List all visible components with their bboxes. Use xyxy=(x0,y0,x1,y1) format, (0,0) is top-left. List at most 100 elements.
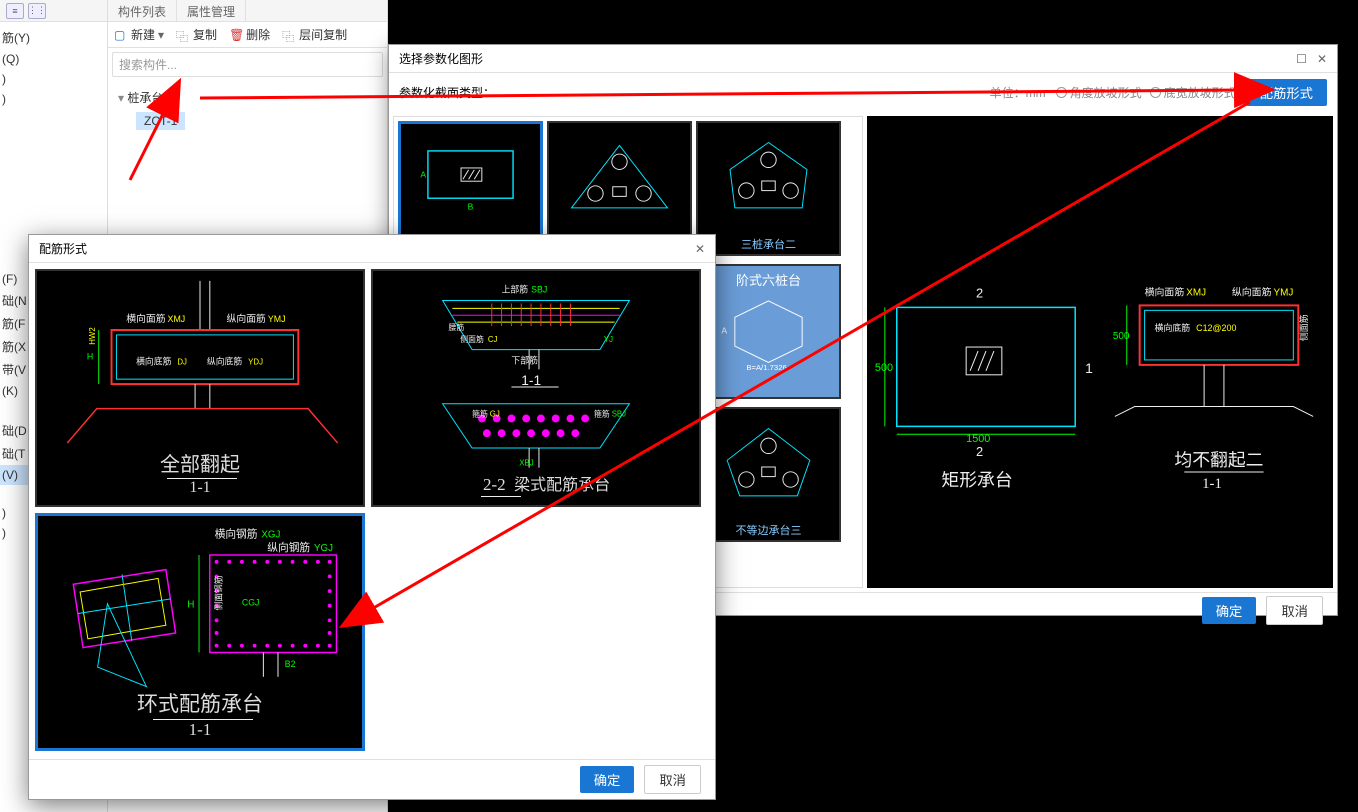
copy-button[interactable]: ⿻ 复制 xyxy=(176,26,217,43)
svg-text:2: 2 xyxy=(976,285,983,300)
svg-text:下部筋: 下部筋 xyxy=(511,354,538,365)
underline xyxy=(153,719,253,720)
preview-left-label: 矩形承台 xyxy=(941,470,1012,490)
svg-text:YMJ: YMJ xyxy=(268,314,286,324)
shape-label: 三桩承台二 xyxy=(698,236,839,252)
svg-text:SBJ: SBJ xyxy=(531,285,547,295)
svg-text:2: 2 xyxy=(976,444,983,459)
svg-text:B2: B2 xyxy=(285,659,296,669)
svg-text:XMJ: XMJ xyxy=(168,314,186,324)
svg-text:侧面钢筋: 侧面钢筋 xyxy=(212,575,223,610)
tab-property-manager[interactable]: 属性管理 xyxy=(177,0,246,21)
component-tabs: 构件列表 属性管理 xyxy=(108,0,387,22)
radio-icon xyxy=(1056,87,1067,98)
card-sub: 2-2 梁式配筋承台 xyxy=(483,471,610,495)
rebar-form-button[interactable]: 配筋形式 xyxy=(1246,79,1327,106)
preview-right-label: 均不翻起二 xyxy=(1174,450,1263,470)
svg-text:横向底筋: 横向底筋 xyxy=(1155,322,1191,333)
layer-copy-button[interactable]: ⿻ 层间复制 xyxy=(282,26,347,43)
new-button[interactable]: ▢ 新建 ▾ xyxy=(114,26,164,43)
underline xyxy=(167,478,237,479)
underline xyxy=(481,496,521,497)
radio-icon xyxy=(1150,87,1161,98)
svg-text:YMJ: YMJ xyxy=(1274,287,1294,298)
svg-text:横向面筋: 横向面筋 xyxy=(1145,285,1185,298)
delete-button[interactable]: 🗑 删除 xyxy=(229,26,270,43)
svg-text:YJ: YJ xyxy=(604,335,613,344)
view-mode-toolbar: ≡ ⋮⋮ xyxy=(0,0,107,22)
radio-label: 角度放坡形式 xyxy=(1070,84,1142,101)
card-label: 全部翻起 xyxy=(37,448,363,477)
svg-text:YDJ: YDJ xyxy=(248,357,263,366)
rebar-card-all-flip[interactable]: 横向面筋XMJ 纵向面筋YMJ 横向底筋DJ 纵向底筋YDJ H HW2 全部翻… xyxy=(35,269,365,507)
shape-thumb-hex6[interactable]: 阶式六桩台 A B=A/1.7326 xyxy=(696,264,841,399)
svg-text:腰筋: 腰筋 xyxy=(448,322,464,332)
rebar-card-ring[interactable]: 横向钢筋XGJ 纵向钢筋 YGJ 侧面钢筋 CGJ H xyxy=(35,513,365,751)
svg-text:1-1: 1-1 xyxy=(521,373,541,388)
svg-text:H: H xyxy=(187,600,194,611)
expand-icon: ▾ xyxy=(118,91,127,105)
rebar-card-beam[interactable]: 上部筋SBJ 腰筋YJ 侧面筋CJ 下部筋 1-1 箍 xyxy=(371,269,701,507)
cancel-button[interactable]: 取消 xyxy=(644,765,701,794)
svg-text:XMJ: XMJ xyxy=(1186,287,1206,298)
card-sub: 1-1 xyxy=(37,479,363,497)
svg-text:CGJ: CGJ xyxy=(242,598,260,608)
dialog-titlebar: 选择参数化图形 ☐ ✕ xyxy=(389,45,1337,73)
radio-width-slope[interactable]: 底宽放坡形式 xyxy=(1150,84,1236,101)
card-sub: 1-1 xyxy=(38,720,362,740)
tree-view-icon[interactable]: ⋮⋮ xyxy=(28,3,46,19)
close-icon[interactable]: ✕ xyxy=(695,242,705,256)
svg-text:HW2: HW2 xyxy=(88,327,97,344)
svg-text:H: H xyxy=(87,351,93,361)
svg-text:横向面筋: 横向面筋 xyxy=(126,312,165,325)
shape-thumb-tri-uneq[interactable]: 不等边承台三 xyxy=(696,407,841,542)
svg-text:A: A xyxy=(420,169,426,179)
svg-text:GJ: GJ xyxy=(490,410,500,419)
copy-label: 复制 xyxy=(193,26,217,43)
svg-text:纵向钢筋: 纵向钢筋 xyxy=(267,541,310,554)
svg-text:XGJ: XGJ xyxy=(261,529,280,540)
svg-text:DJ: DJ xyxy=(177,357,187,366)
dialog-titlebar: 配筋形式 ✕ xyxy=(29,235,715,263)
tree-root-label: 桩承台 xyxy=(127,91,163,105)
list-view-icon[interactable]: ≡ xyxy=(6,3,24,19)
copy-icon: ⿻ xyxy=(176,28,190,42)
svg-text:1: 1 xyxy=(1085,360,1093,376)
radio-angle-slope[interactable]: 角度放坡形式 xyxy=(1056,84,1142,101)
category-item[interactable]: ) xyxy=(0,69,107,89)
slope-radio-group: 角度放坡形式 底宽放坡形式 xyxy=(1056,84,1236,101)
svg-text:CJ: CJ xyxy=(488,335,498,344)
svg-text:A: A xyxy=(721,326,727,336)
svg-text:500: 500 xyxy=(1113,331,1130,342)
svg-text:YGJ: YGJ xyxy=(314,543,333,554)
delete-icon: 🗑 xyxy=(229,28,243,42)
svg-text:横向钢筋: 横向钢筋 xyxy=(215,527,258,540)
component-tree: ▾ 桩承台 ZCT-1 xyxy=(108,81,387,136)
dialog-title: 选择参数化图形 xyxy=(399,50,483,67)
category-item[interactable]: (Q) xyxy=(0,49,107,69)
category-item[interactable]: 筋(Y) xyxy=(0,26,107,49)
svg-text:纵向面筋: 纵向面筋 xyxy=(1232,285,1272,298)
shape-thumb-tri3b[interactable]: 三桩承台二 xyxy=(696,121,841,256)
tab-component-list[interactable]: 构件列表 xyxy=(108,0,177,21)
dialog-header: 参数化截面类型： 单位：mm 角度放坡形式 底宽放坡形式 配筋形式 xyxy=(389,73,1337,112)
dropdown-icon: ▾ xyxy=(158,28,164,42)
search-input[interactable]: 搜索构件... xyxy=(112,52,383,77)
confirm-button[interactable]: 确定 xyxy=(580,766,635,793)
card-label: 环式配筋承台 xyxy=(38,688,362,718)
category-item[interactable]: ) xyxy=(0,89,107,109)
svg-text:C12@200: C12@200 xyxy=(1196,323,1236,333)
svg-text:纵向底筋: 纵向底筋 xyxy=(207,355,242,366)
tree-root[interactable]: ▾ 桩承台 xyxy=(118,87,377,108)
cancel-button[interactable]: 取消 xyxy=(1266,596,1323,625)
svg-text:B=A/1.7326: B=A/1.7326 xyxy=(746,363,786,370)
dialog-footer: 确定 取消 xyxy=(29,759,715,799)
component-toolbar: ▢ 新建 ▾ ⿻ 复制 🗑 删除 ⿻ 层间复制 xyxy=(108,22,387,48)
svg-text:XBJ: XBJ xyxy=(519,459,533,468)
close-icon[interactable]: ✕ xyxy=(1317,52,1327,66)
maximize-icon[interactable]: ☐ xyxy=(1296,52,1307,66)
confirm-button[interactable]: 确定 xyxy=(1202,597,1257,624)
svg-text:侧面筋: 侧面筋 xyxy=(460,334,484,344)
shape-label: 不等边承台三 xyxy=(698,522,839,538)
tree-item-selected[interactable]: ZCT-1 xyxy=(136,112,185,130)
